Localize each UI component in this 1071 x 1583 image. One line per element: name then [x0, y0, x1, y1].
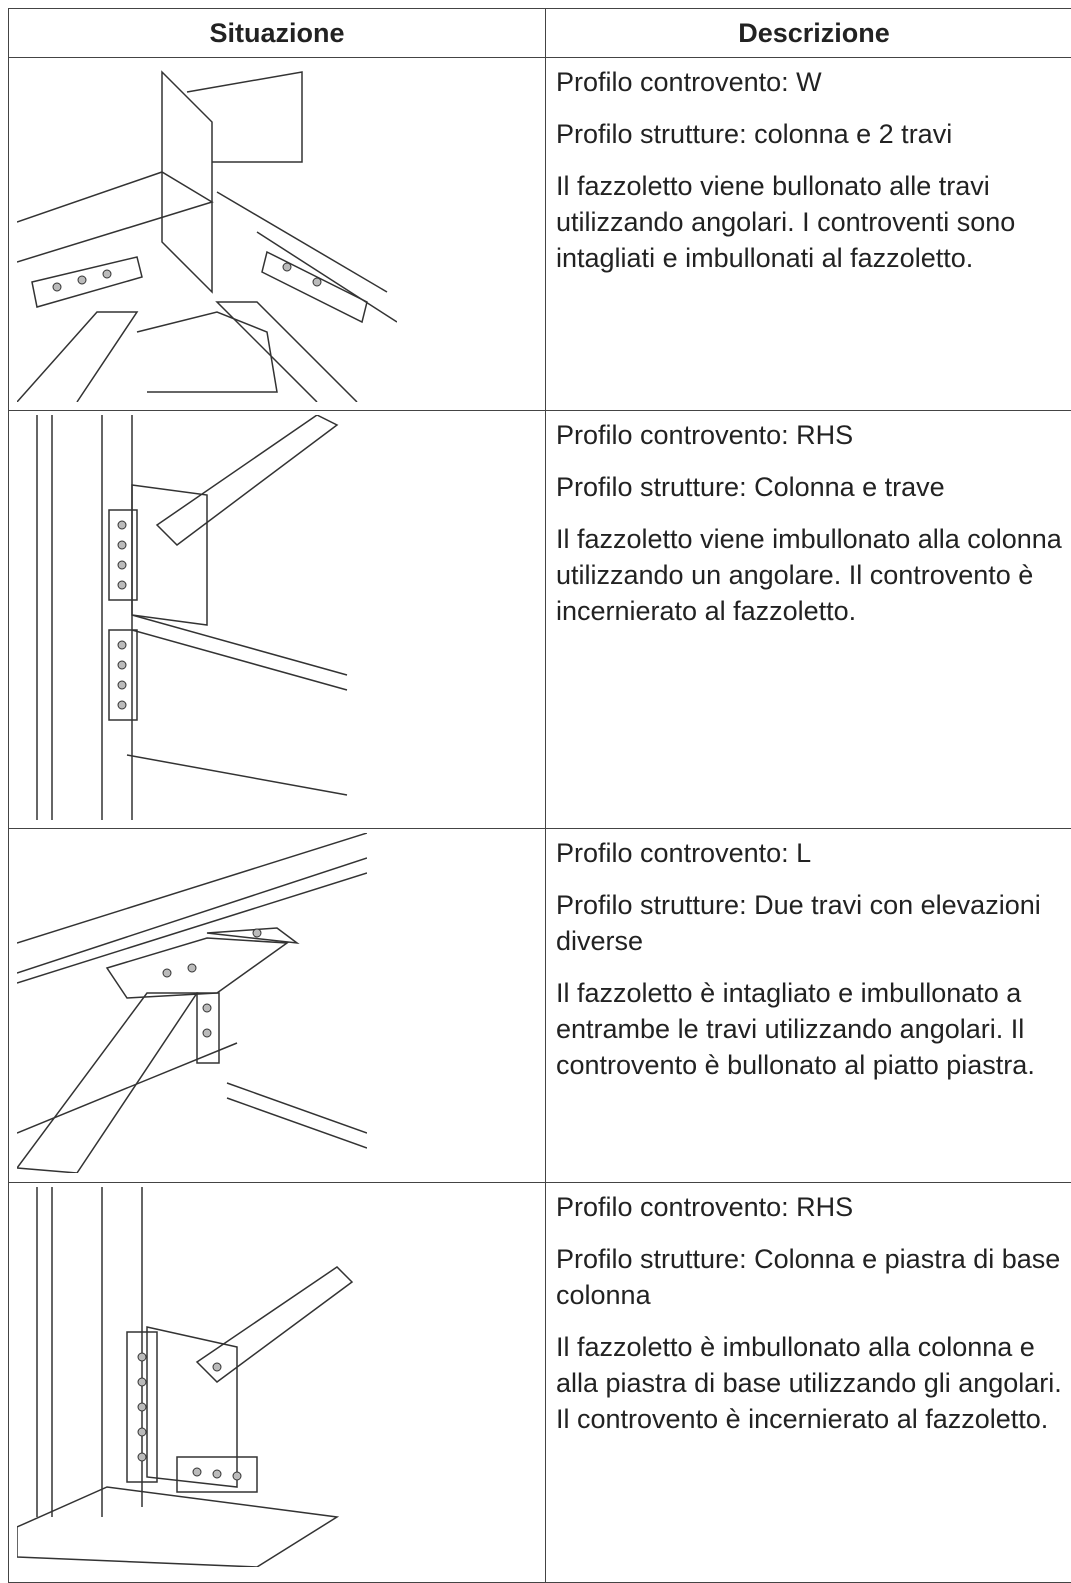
- image-cell: [9, 411, 546, 829]
- description-cell: Profilo controvento: RHS Profilo struttu…: [546, 1183, 1071, 1583]
- description-text: Il fazzoletto viene bullonato alle travi…: [556, 168, 1064, 276]
- image-cell: [9, 58, 546, 411]
- drawing: [17, 415, 357, 820]
- connection-table: Situazione Descrizione Profilo controven…: [8, 8, 1071, 1583]
- description-text: Profilo strutture: Colonna e trave: [556, 469, 1064, 505]
- description-text: Profilo controvento: W: [556, 64, 1064, 100]
- description-text: Profilo controvento: RHS: [556, 417, 1064, 453]
- table-row: Profilo controvento: RHS Profilo struttu…: [9, 411, 1071, 829]
- table-row: Profilo controvento: L Profilo strutture…: [9, 829, 1071, 1183]
- description-cell: Profilo controvento: L Profilo strutture…: [546, 829, 1071, 1183]
- drawing: [17, 833, 367, 1173]
- description-cell: Profilo controvento: W Profilo strutture…: [546, 58, 1071, 411]
- header-row: Situazione Descrizione: [9, 9, 1071, 58]
- description-text: Il fazzoletto è imbullonato alla colonna…: [556, 1329, 1064, 1437]
- description-cell: Profilo controvento: RHS Profilo struttu…: [546, 411, 1071, 829]
- header-cell: Situazione: [9, 9, 546, 58]
- table-row: Profilo controvento: RHS Profilo struttu…: [9, 1183, 1071, 1583]
- description-text: Il fazzoletto è intagliato e imbullonato…: [556, 975, 1064, 1083]
- description-text: Profilo strutture: Due travi con elevazi…: [556, 887, 1064, 959]
- description-text: Il fazzoletto viene imbullonato alla col…: [556, 521, 1064, 629]
- description-text: Profilo controvento: RHS: [556, 1189, 1064, 1225]
- drawing: [17, 62, 397, 402]
- image-cell: [9, 829, 546, 1183]
- drawing: [17, 1187, 357, 1567]
- header-cell: Descrizione: [546, 9, 1071, 58]
- table-row: Profilo controvento: W Profilo strutture…: [9, 58, 1071, 411]
- description-text: Profilo controvento: L: [556, 835, 1064, 871]
- image-cell: [9, 1183, 546, 1583]
- description-text: Profilo strutture: colonna e 2 travi: [556, 116, 1064, 152]
- description-text: Profilo strutture: Colonna e piastra di …: [556, 1241, 1064, 1313]
